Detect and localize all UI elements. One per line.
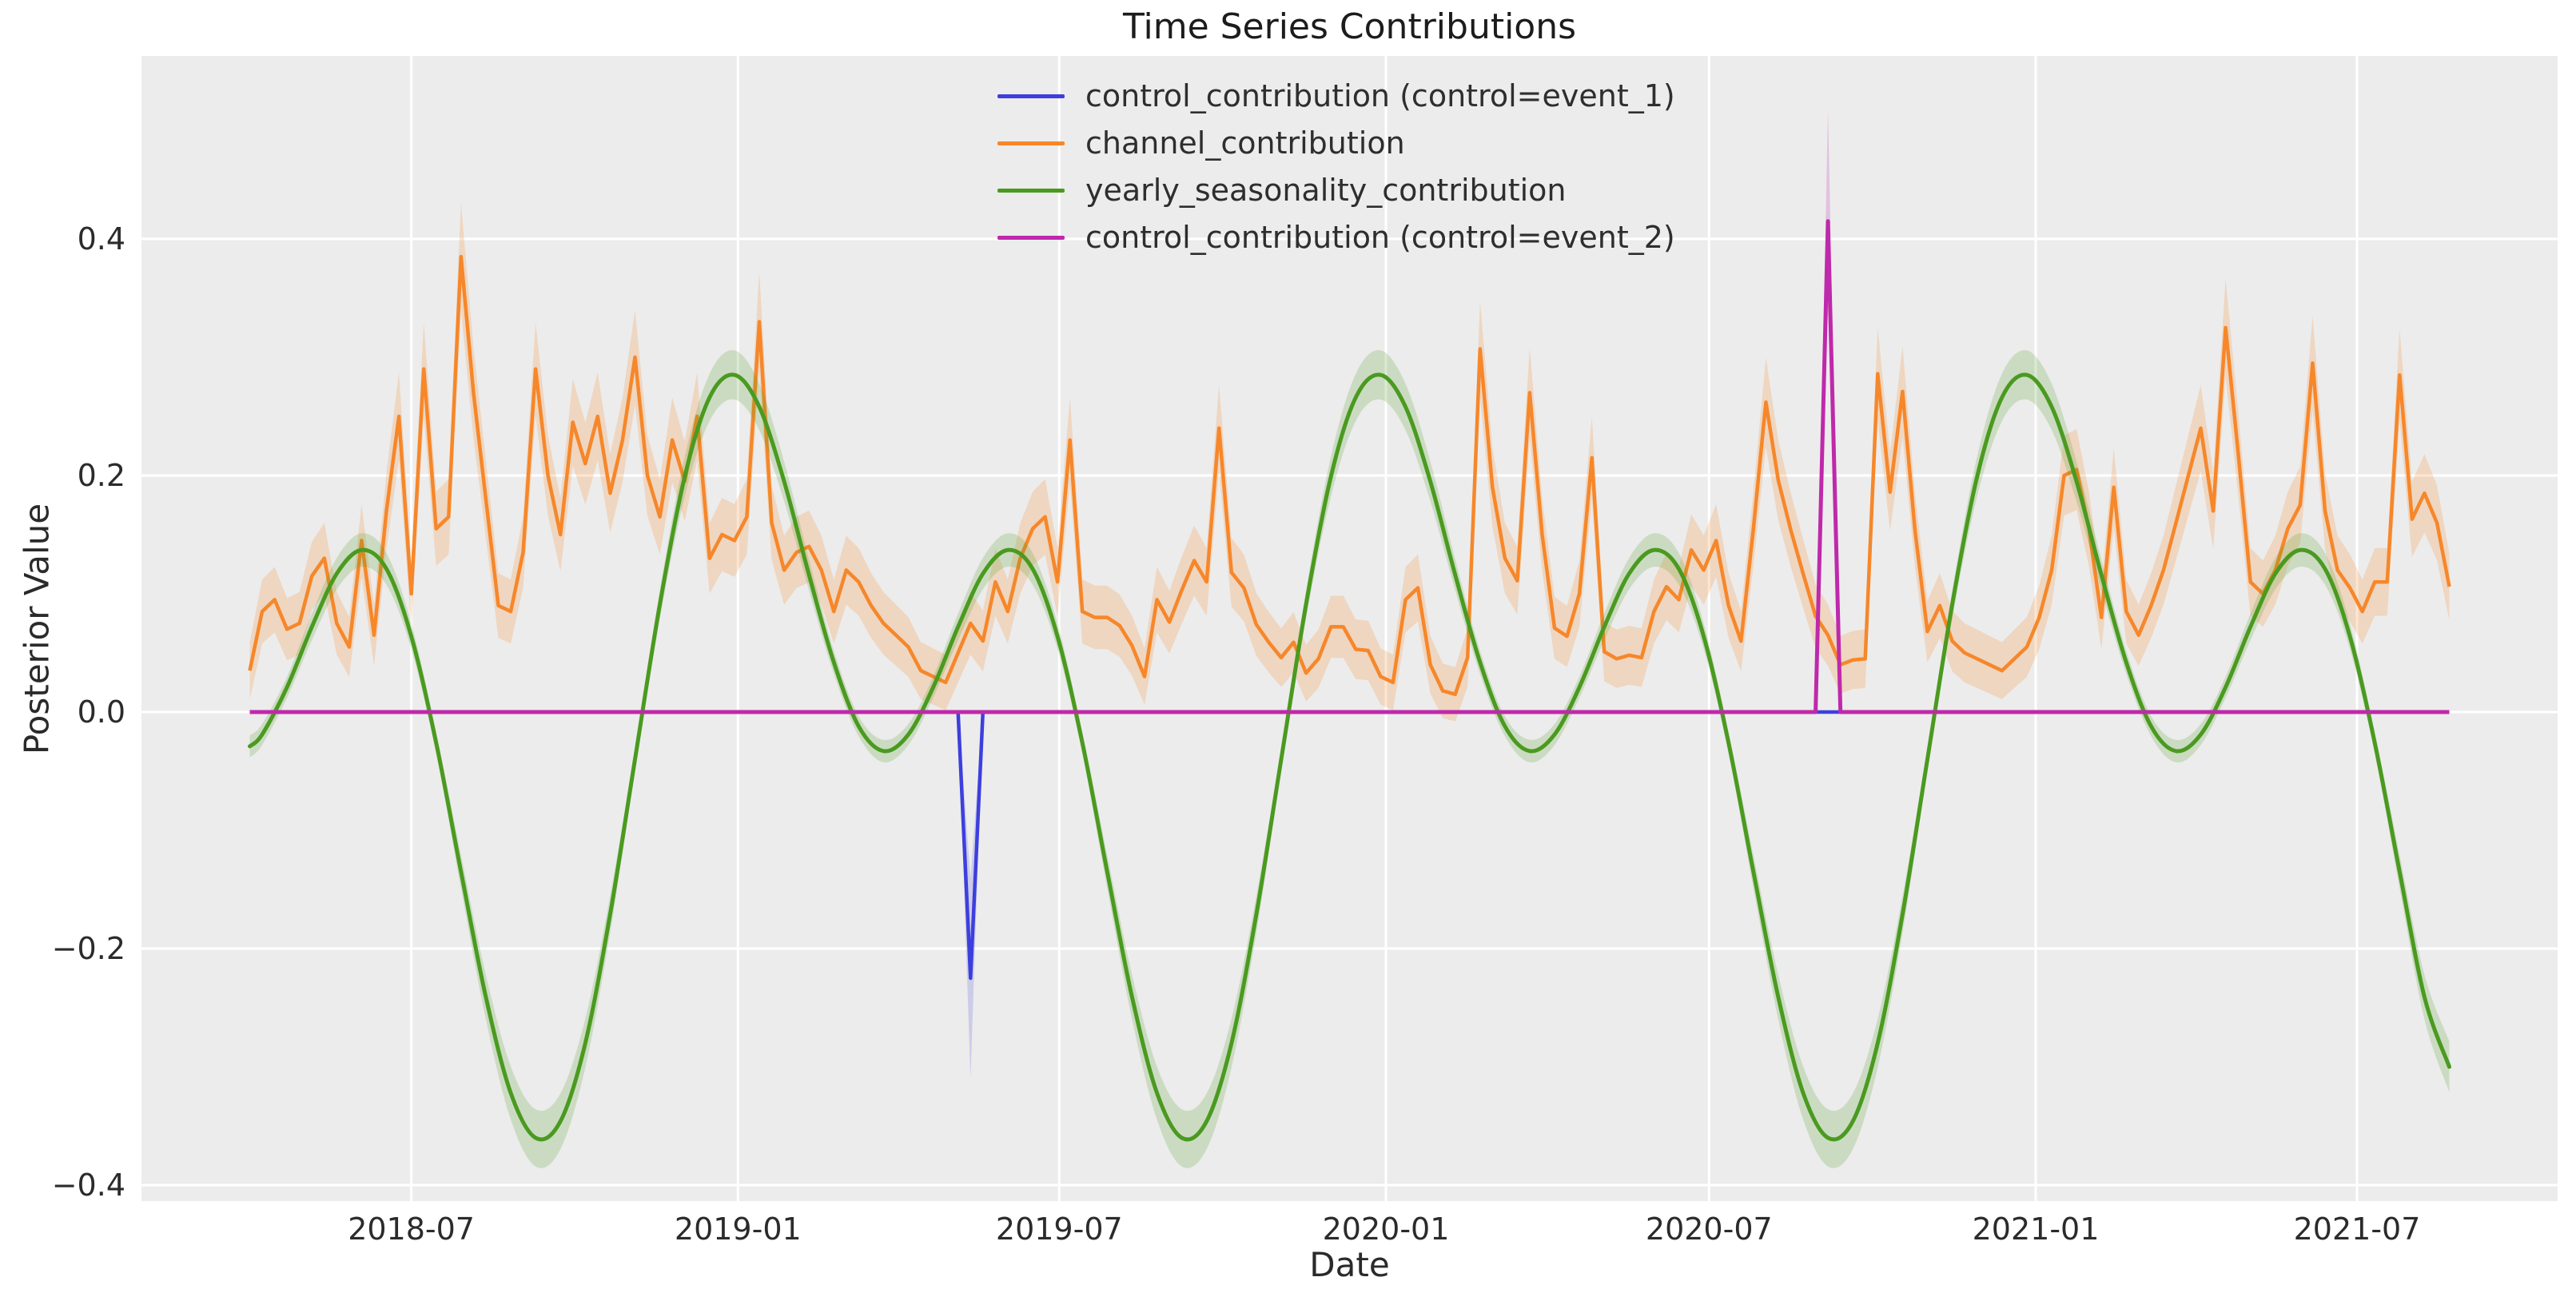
x-tick-label: 2018-07 — [348, 1211, 475, 1247]
legend-item-event1: control_contribution (control=event_1) — [997, 78, 1675, 113]
legend-item-channel: channel_contribution — [997, 125, 1675, 161]
x-tick-label: 2020-07 — [1646, 1211, 1773, 1247]
chart-title: Time Series Contributions — [1122, 6, 1577, 47]
seasonality-band — [249, 350, 2450, 1168]
legend-swatch-magenta-icon — [997, 235, 1065, 240]
legend-item-event2: control_contribution (control=event_2) — [997, 220, 1675, 255]
seasonality-line — [248, 372, 2451, 1142]
plot-area — [141, 56, 2558, 1201]
x-axis-label: Date — [1309, 1245, 1390, 1284]
legend-item-seasonality: yearly_seasonality_contribution — [997, 173, 1675, 208]
x-tick-label: 2021-07 — [2294, 1211, 2421, 1247]
y-tick-label: −0.4 — [52, 1168, 125, 1203]
legend-swatch-green-icon — [997, 188, 1065, 193]
legend-label: control_contribution (control=event_1) — [1085, 78, 1675, 113]
y-tick-label: 0.2 — [78, 458, 125, 493]
legend-label: control_contribution (control=event_2) — [1085, 220, 1675, 255]
legend-swatch-orange-icon — [997, 141, 1065, 145]
event-band — [958, 712, 983, 1079]
y-tick-label: 0.0 — [78, 694, 125, 730]
x-tick-label: 2021-01 — [1973, 1211, 2100, 1247]
y-tick-label: 0.4 — [78, 221, 125, 257]
legend-swatch-blue-icon — [997, 93, 1065, 98]
legend: control_contribution (control=event_1) c… — [997, 78, 1675, 255]
event-line — [249, 219, 2450, 714]
y-axis-label: Posterior Value — [17, 503, 57, 755]
y-tick-label: −0.2 — [52, 931, 125, 966]
legend-label: yearly_seasonality_contribution — [1085, 173, 1567, 208]
legend-label: channel_contribution — [1085, 125, 1405, 161]
x-tick-label: 2020-01 — [1323, 1211, 1450, 1247]
x-tick-label: 2019-01 — [675, 1211, 802, 1247]
x-tick-label: 2019-07 — [996, 1211, 1123, 1247]
